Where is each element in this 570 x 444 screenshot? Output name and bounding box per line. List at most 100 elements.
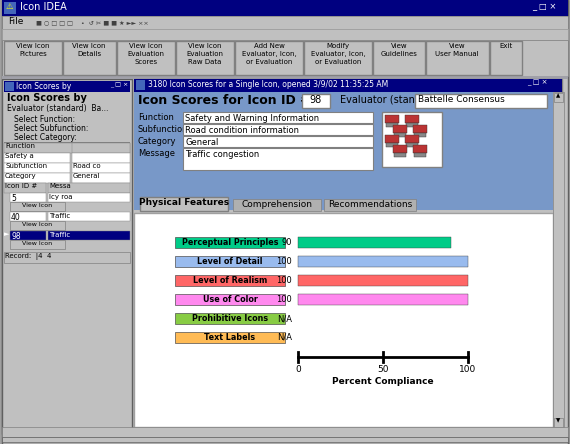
Text: 100: 100 (459, 365, 477, 374)
Bar (4, 163, 70, 173)
Text: Evaluation: Evaluation (128, 51, 165, 57)
Bar (134, 92, 553, 210)
Bar (302, 94, 330, 108)
Bar (4, 2, 16, 14)
Bar (134, 79, 562, 92)
Bar (2, 16, 568, 29)
Text: 3180 Icon Scores for a Single Icon, opened 3/9/02 11:35:25 AM: 3180 Icon Scores for a Single Icon, open… (148, 80, 388, 89)
Bar (183, 124, 373, 135)
Text: Icy roa: Icy roa (49, 194, 72, 200)
Text: General: General (185, 138, 218, 147)
Text: View Icon: View Icon (188, 43, 222, 49)
Text: ▲: ▲ (556, 93, 560, 98)
Text: File: File (8, 17, 23, 26)
Text: Evaluator, Icon,: Evaluator, Icon, (311, 51, 365, 57)
Text: Percent Compliance: Percent Compliance (332, 377, 434, 386)
Bar (235, 41, 303, 75)
Text: Icon ID #: Icon ID # (5, 183, 37, 189)
Bar (393, 125, 407, 133)
Bar (10, 193, 46, 202)
Text: View Icon: View Icon (129, 43, 163, 49)
Bar (10, 231, 46, 240)
Bar (385, 115, 399, 123)
Text: 5: 5 (11, 194, 16, 203)
Bar (490, 41, 522, 75)
Bar (394, 153, 406, 157)
Text: Message: Message (138, 149, 175, 158)
Text: View Icon: View Icon (22, 222, 52, 227)
Bar (48, 212, 130, 221)
Bar (386, 123, 398, 127)
Text: Level of Realism: Level of Realism (193, 276, 267, 285)
Text: ⚠: ⚠ (6, 2, 14, 11)
Text: 90: 90 (282, 238, 292, 247)
Bar (134, 79, 562, 434)
Text: _ □ ×: _ □ × (532, 2, 556, 11)
Bar (2, 0, 568, 16)
Text: Select Category:: Select Category: (14, 133, 77, 142)
Text: 100: 100 (276, 295, 292, 304)
Bar (63, 41, 116, 75)
Bar (4, 183, 46, 193)
Text: Category: Category (138, 137, 177, 146)
Text: Scores: Scores (135, 59, 157, 65)
Text: 50: 50 (377, 365, 389, 374)
Text: Traffic: Traffic (49, 232, 70, 238)
Bar (175, 237, 285, 248)
Bar (413, 125, 427, 133)
Bar (2, 79, 132, 434)
Bar (72, 163, 130, 173)
Bar (175, 332, 285, 343)
Bar (2, 76, 568, 79)
Bar (2, 437, 568, 442)
Text: Subfunction: Subfunction (5, 163, 47, 169)
Bar (4, 252, 130, 263)
Text: Function: Function (138, 113, 174, 122)
Bar (233, 199, 321, 211)
Text: Recommendations: Recommendations (328, 200, 412, 209)
Text: Road co: Road co (73, 163, 101, 169)
Bar (298, 237, 451, 248)
Bar (393, 145, 407, 153)
Bar (72, 153, 130, 163)
Text: View Icon: View Icon (22, 203, 52, 208)
Bar (304, 41, 372, 75)
Text: Road condition information: Road condition information (185, 126, 299, 135)
Text: or Evaluation: or Evaluation (315, 59, 361, 65)
Bar (406, 143, 418, 147)
Text: General: General (73, 173, 100, 179)
Text: View: View (449, 43, 465, 49)
Text: N/A: N/A (277, 314, 292, 323)
Text: 98: 98 (310, 95, 322, 105)
Bar (10, 202, 65, 211)
Bar (48, 183, 130, 193)
Text: _ □ ×: _ □ × (110, 82, 128, 87)
Bar (414, 153, 426, 157)
Text: Exit: Exit (499, 43, 512, 49)
Text: Perceptual Principles: Perceptual Principles (182, 238, 278, 247)
Bar (405, 135, 419, 143)
Text: Record:  |4  4: Record: |4 4 (5, 253, 51, 260)
Bar (298, 256, 468, 267)
Bar (136, 80, 145, 90)
Text: Evaluator, Icon,: Evaluator, Icon, (242, 51, 296, 57)
Bar (4, 81, 130, 92)
Text: Details: Details (77, 51, 101, 57)
Bar (48, 193, 130, 202)
Bar (405, 115, 419, 123)
Bar (324, 199, 416, 211)
Text: Evaluator (standard)  Ba...: Evaluator (standard) Ba... (7, 104, 108, 113)
Text: Function: Function (5, 143, 35, 149)
Text: _ □ ×: _ □ × (527, 80, 548, 87)
Text: ■ ○ □ □ □    •  ↺ ✂ ■ ■ ★ ►► ××: ■ ○ □ □ □ • ↺ ✂ ■ ■ ★ ►► ×× (36, 21, 149, 26)
Bar (183, 148, 373, 170)
Text: Battelle Consensus: Battelle Consensus (418, 95, 505, 104)
Bar (134, 210, 553, 213)
Bar (72, 173, 130, 183)
Bar (426, 41, 489, 75)
Text: View Icon: View Icon (72, 43, 106, 49)
Bar (386, 143, 398, 147)
Bar (183, 136, 373, 147)
Text: Select Subfunction:: Select Subfunction: (14, 124, 88, 133)
Bar (4, 142, 130, 143)
